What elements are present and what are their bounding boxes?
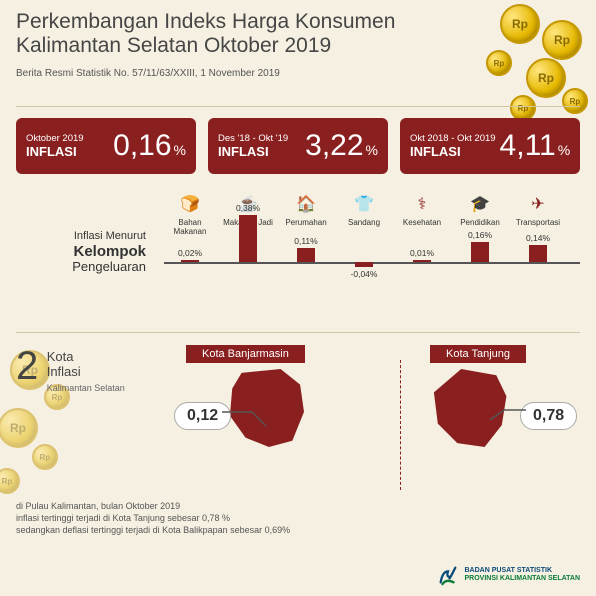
coin-cluster-top-right: Rp Rp Rp Rp Rp Rp (436, 0, 596, 110)
bar-value-label: 0,38% (222, 203, 274, 213)
title-line-2: Kalimantan Selatan Oktober 2019 (16, 34, 331, 57)
coin-icon: Rp (0, 468, 20, 494)
stat-value: 0,16 (113, 129, 171, 163)
bar-rect (181, 260, 199, 263)
category-label: Bahan Makanan (164, 218, 216, 236)
city-banner: Kota Banjarmasin (186, 345, 305, 363)
cities-title-2: Inflasi (47, 364, 81, 379)
category-label: Sandang (338, 218, 390, 227)
stat-unit: % (366, 142, 378, 158)
logo-line-1: BADAN PUSAT STATISTIK (465, 567, 581, 575)
stat-label: INFLASI (26, 144, 84, 160)
bar-column: 🎓Pendidikan0,16% (454, 192, 506, 227)
bar-rect (239, 215, 257, 263)
coin-icon: Rp (32, 444, 58, 470)
bps-logo-icon (437, 564, 459, 586)
group-chart-title: Inflasi Menurut Kelompok Pengeluaran (16, 230, 146, 275)
bar-column: ✈Transportasi0,14% (512, 192, 564, 227)
category-icon: ✈ (526, 192, 550, 216)
stats-row: Oktober 2019 INFLASI 0,16% Des '18 - Okt… (16, 118, 580, 174)
bar-rect (355, 262, 373, 267)
bar-column: 🍞Bahan Makanan0,02% (164, 192, 216, 236)
stat-period: Oktober 2019 (26, 133, 84, 144)
category-icon: 🎓 (468, 192, 492, 216)
category-label: Perumahan (280, 218, 332, 227)
category-label: Transportasi (512, 218, 564, 227)
cities-heading: Kota Inflasi Kalimantan Selatan (47, 350, 125, 395)
cities-region: Kalimantan Selatan (47, 383, 125, 393)
bar-column: ⚕Kesehatan0,01% (396, 192, 448, 227)
bar-value-label: 0,01% (396, 248, 448, 258)
bar-rect (413, 260, 431, 262)
bar-value-label: 0,02% (164, 248, 216, 258)
category-label: Kesehatan (396, 218, 448, 227)
city-divider-line (400, 360, 401, 490)
heading-l1: Inflasi Menurut (16, 230, 146, 243)
stat-period: Des '18 - Okt '19 (218, 133, 288, 144)
stat-period: Okt 2018 - Okt 2019 (410, 133, 496, 144)
stat-unit: % (558, 142, 570, 158)
bar-value-label: 0,16% (454, 230, 506, 240)
bar-column: 🏠Perumahan0,11% (280, 192, 332, 227)
callout-line-icon (486, 400, 536, 426)
stat-card-1: Oktober 2019 INFLASI 0,16% (16, 118, 196, 174)
stat-value: 3,22 (305, 129, 363, 163)
stat-value: 4,11 (500, 129, 556, 163)
logo-area: BADAN PUSAT STATISTIK PROVINSI KALIMANTA… (437, 564, 581, 586)
bar-column: ☕Makanan Jadi0,38% (222, 192, 274, 227)
city-box-banjarmasin: Kota Banjarmasin 0,12 (186, 344, 305, 447)
bar-value-label: -0,04% (338, 269, 390, 279)
heading-l3: Pengeluaran (16, 260, 146, 275)
category-icon: 🏠 (294, 192, 318, 216)
cities-section: 2 Kota Inflasi Kalimantan Selatan Kota B… (16, 348, 580, 395)
coin-icon: Rp (0, 408, 38, 448)
footnote-l2: inflasi tertinggi terjadi di Kota Tanjun… (16, 512, 290, 524)
header: Perkembangan Indeks Harga Konsumen Kalim… (16, 10, 446, 79)
footnote: di Pulau Kalimantan, bulan Oktober 2019 … (16, 500, 290, 536)
bar-value-label: 0,14% (512, 233, 564, 243)
page-subtitle: Berita Resmi Statistik No. 57/11/63/XXII… (16, 68, 446, 79)
cities-title-1: Kota (47, 349, 74, 364)
coin-icon: Rp (562, 88, 588, 114)
category-icon: 👕 (352, 192, 376, 216)
stat-card-2: Des '18 - Okt '19 INFLASI 3,22% (208, 118, 388, 174)
bar-rect (529, 245, 547, 263)
stat-card-3: Okt 2018 - Okt 2019 INFLASI 4,11% (400, 118, 580, 174)
coin-icon: Rp (486, 50, 512, 76)
bar-rect (471, 242, 489, 262)
callout-line-icon (222, 406, 272, 432)
group-bar-chart: 🍞 Bahan Makanan 0,02% ☕Makanan Jadi0,38% 🏠 Pe… (164, 192, 580, 312)
title-line-1: Perkembangan Indeks Harga Konsumen (16, 10, 395, 33)
divider-1 (16, 106, 580, 107)
logo-line-2: PROVINSI KALIMANTAN SELATAN (465, 575, 581, 583)
city-banner: Kota Tanjung (430, 345, 526, 363)
bar-rect (297, 248, 315, 262)
stat-label: INFLASI (410, 144, 496, 160)
cities-count: 2 (16, 348, 38, 384)
coin-icon: Rp (526, 58, 566, 98)
footnote-l3: sedangkan deflasi tertinggi terjadi di K… (16, 524, 290, 536)
bar-column: 👕Sandang-0,04% (338, 192, 390, 227)
category-label: Pendidikan (454, 218, 506, 227)
coin-icon: Rp (542, 20, 582, 60)
footnote-l1: di Pulau Kalimantan, bulan Oktober 2019 (16, 500, 290, 512)
bar-value-label: 0,11% (280, 236, 332, 246)
divider-2 (16, 332, 580, 333)
page-title: Perkembangan Indeks Harga Konsumen Kalim… (16, 10, 446, 58)
category-icon: 🍞 (178, 192, 202, 216)
stat-unit: % (174, 142, 186, 158)
category-icon: ⚕ (410, 192, 434, 216)
heading-l2: Kelompok (16, 243, 146, 260)
city-box-tanjung: Kota Tanjung 0,78 (430, 344, 526, 447)
coin-icon: Rp (500, 4, 540, 44)
logo-text: BADAN PUSAT STATISTIK PROVINSI KALIMANTA… (465, 567, 581, 582)
stat-label: INFLASI (218, 144, 288, 160)
